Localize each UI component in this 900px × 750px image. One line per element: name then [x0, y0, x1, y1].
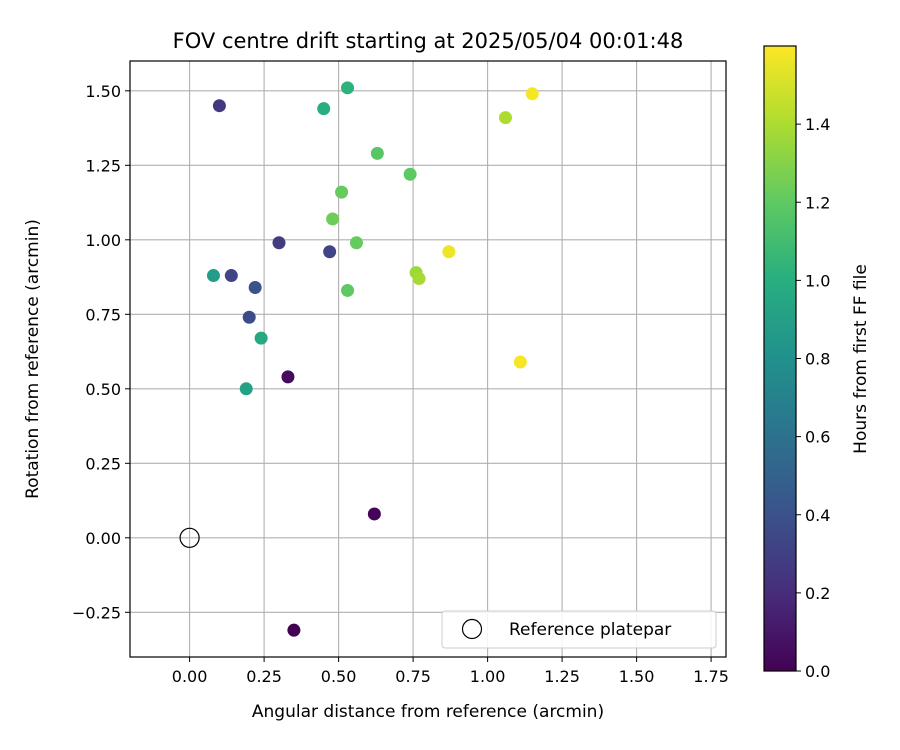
- data-point: [206, 269, 220, 283]
- x-axis-ticks: 0.00 0.25 0.50 0.75 1.00 1.25 1.50 1.75: [172, 657, 729, 686]
- grid-lines: [130, 61, 726, 657]
- colorbar-ticks: 0.0 0.2 0.4 0.6 0.8 1.0 1.2 1.4: [796, 115, 830, 681]
- data-point: [326, 212, 340, 226]
- legend-reference-marker: [461, 618, 483, 640]
- plot-frame: [129, 60, 727, 658]
- data-point: [242, 310, 256, 324]
- colorbar-tick-label: 1.2: [805, 193, 830, 212]
- legend: Reference platepar: [441, 610, 717, 649]
- reference-marker-layer: [179, 527, 200, 548]
- y-tick-label: 1.50: [85, 82, 121, 101]
- x-axis-label: Angular distance from reference (arcmin): [252, 702, 604, 722]
- data-point: [412, 272, 426, 286]
- y-tick-label: 1.25: [85, 156, 121, 175]
- data-point: [341, 81, 355, 95]
- x-tick-label: 1.00: [470, 667, 506, 686]
- colorbar-tick-label: 0.2: [805, 584, 830, 603]
- data-point: [367, 507, 381, 521]
- colorbar-tick-label: 0.8: [805, 350, 830, 369]
- data-point: [442, 245, 456, 259]
- x-tick-label: 1.75: [693, 667, 729, 686]
- data-point: [323, 245, 337, 259]
- colorbar-tick-label: 0.4: [805, 506, 830, 525]
- colorbar: 0.0 0.2 0.4 0.6 0.8 1.0 1.2 1.4 Hours from firs…: [763, 45, 871, 681]
- x-tick-label: 0.00: [172, 667, 208, 686]
- colorbar-gradient: [763, 45, 797, 672]
- data-point: [513, 355, 527, 369]
- data-point: [281, 370, 295, 384]
- y-axis-label: Rotation from reference (arcmin): [23, 219, 43, 499]
- data-point: [525, 87, 539, 101]
- x-tick-label: 0.25: [246, 667, 282, 686]
- legend-reference-label: Reference platepar: [509, 620, 671, 640]
- colorbar-tick-label: 0.0: [805, 662, 830, 681]
- data-point: [224, 269, 238, 283]
- y-tick-label: 0.50: [85, 380, 121, 399]
- y-tick-label: 1.00: [85, 231, 121, 250]
- data-point: [287, 623, 301, 637]
- x-tick-label: 0.75: [395, 667, 431, 686]
- reference-marker: [179, 527, 200, 548]
- y-axis-ticks: −0.25 0.00 0.25 0.50 0.75 1.00 1.25 1.50: [72, 82, 130, 622]
- y-tick-label: 0.25: [85, 454, 121, 473]
- data-point: [341, 283, 355, 297]
- data-point: [248, 280, 262, 294]
- colorbar-tick-label: 1.4: [805, 115, 830, 134]
- data-point: [317, 102, 331, 116]
- data-point: [239, 382, 253, 396]
- scatter-points: [206, 81, 539, 637]
- y-tick-label: 0.75: [85, 305, 121, 324]
- data-point: [254, 331, 268, 345]
- data-point: [403, 167, 417, 181]
- data-point: [370, 146, 384, 160]
- data-point: [272, 236, 286, 250]
- data-point: [349, 236, 363, 250]
- colorbar-tick-label: 1.0: [805, 271, 830, 290]
- x-tick-label: 1.50: [619, 667, 655, 686]
- data-point: [498, 111, 512, 125]
- data-point: [212, 99, 226, 113]
- x-tick-label: 1.25: [544, 667, 580, 686]
- x-tick-label: 0.50: [321, 667, 357, 686]
- data-point: [335, 185, 349, 199]
- colorbar-tick-label: 0.6: [805, 428, 830, 447]
- y-tick-label: 0.00: [85, 529, 121, 548]
- colorbar-label: Hours from first FF file: [851, 264, 871, 454]
- chart-title: FOV centre drift starting at 2025/05/04 …: [173, 29, 684, 53]
- legend-box: [441, 610, 717, 649]
- y-tick-label: −0.25: [72, 603, 121, 622]
